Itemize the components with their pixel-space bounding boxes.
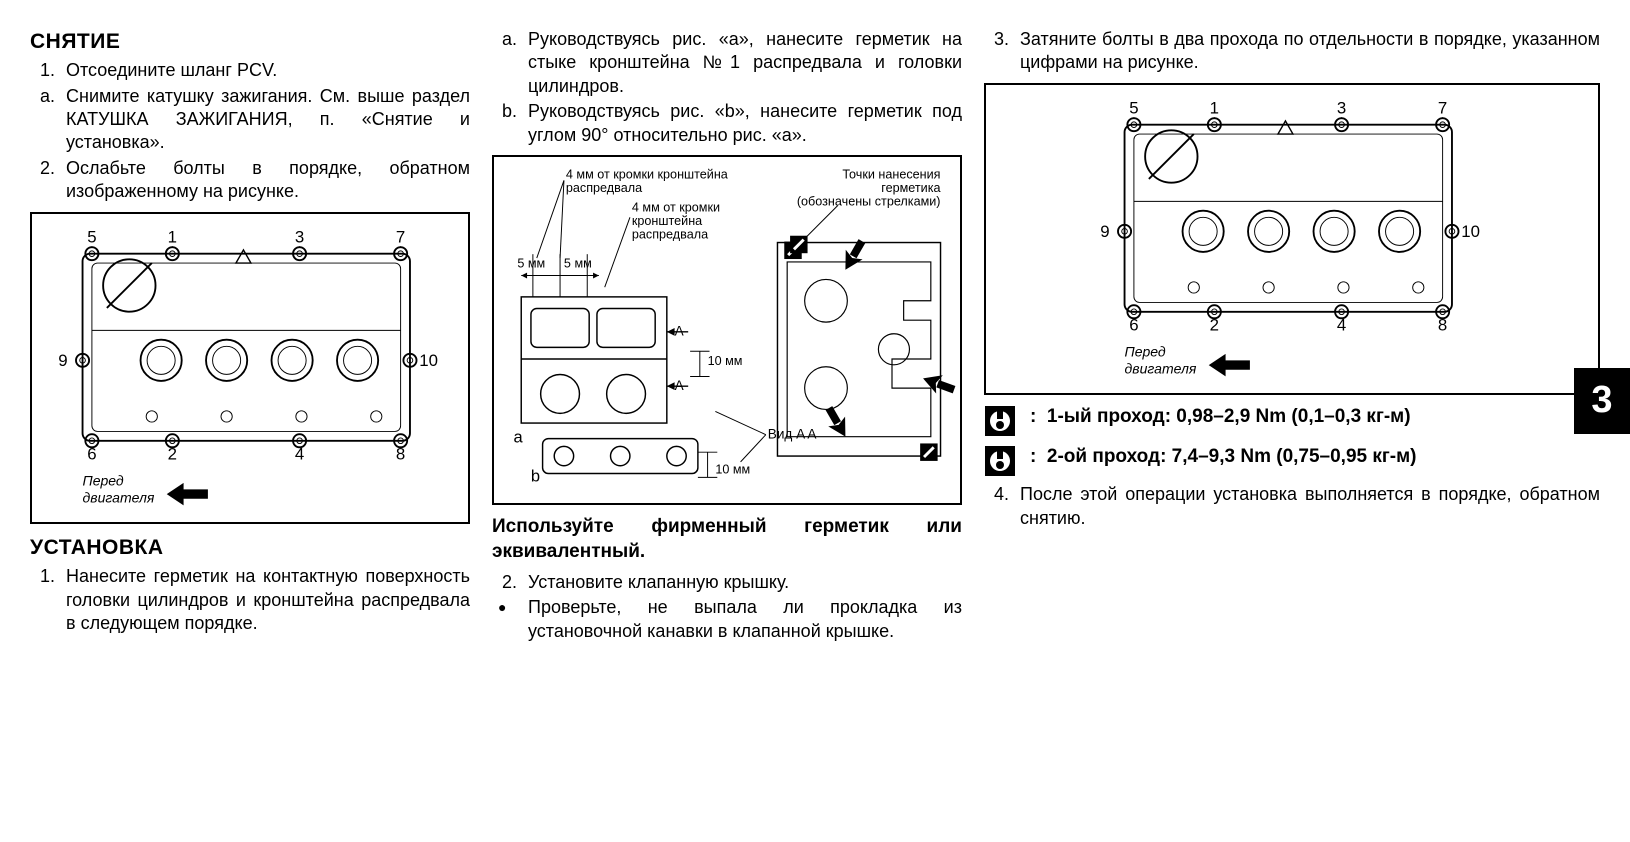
removal-sub-a-text: Снимите катушку зажигания. См. выше разд… [60, 85, 470, 155]
chapter-tab: 3 [1574, 368, 1630, 434]
install-heading: УСТАНОВКА [30, 534, 470, 561]
svg-text:5: 5 [87, 227, 96, 246]
svg-text:4 мм от кромки: 4 мм от кромки [632, 200, 720, 214]
svg-text:3: 3 [1337, 98, 1346, 117]
torque-text-2: : 2-ой проход: 7,4–9,3 Nm (0,75–0,95 кг-… [1030, 445, 1417, 470]
svg-text:1: 1 [1210, 98, 1219, 117]
install-sub-a: Руководствуясь рис. «a», нанесите гермет… [522, 28, 962, 98]
svg-text:5 мм: 5 мм [517, 257, 545, 271]
svg-text:7: 7 [1438, 98, 1447, 117]
install-list-1: Нанесите герметик на контактную поверхно… [30, 565, 470, 635]
svg-text:(обозначены стрелками): (обозначены стрелками) [797, 195, 941, 209]
svg-text:Перед: Перед [1125, 343, 1166, 359]
install-step-4: После этой операции установка выполняетс… [1014, 483, 1600, 530]
svg-text:a: a [513, 428, 523, 446]
svg-text:1: 1 [168, 227, 177, 246]
svg-text:10 мм: 10 мм [715, 462, 750, 476]
torque-row-2: : 2-ой проход: 7,4–9,3 Nm (0,75–0,95 кг-… [984, 445, 1600, 477]
removal-heading: СНЯТИЕ [30, 28, 470, 55]
svg-text:10 мм: 10 мм [708, 354, 743, 368]
install-step-2-bullet: Проверьте, не выпала ли прокладка из уст… [522, 596, 962, 643]
figure-bolt-order-right: 51379106248Переддвигателя [984, 83, 1600, 395]
sealant-note: Используйте фирменный герметик или эквив… [492, 515, 962, 564]
svg-text:распредвала: распредвала [632, 228, 709, 242]
install-step-3: Затяните болты в два прохода по отдельно… [1014, 28, 1600, 75]
svg-text:10: 10 [419, 351, 438, 370]
svg-text:9: 9 [58, 351, 67, 370]
removal-list-2: Ослабьте болты в порядке, обратном изобр… [30, 157, 470, 204]
removal-list: Отсоедините шланг PCV. [30, 59, 470, 82]
svg-text:двигателя: двигателя [83, 489, 155, 505]
install-step-1: Нанесите герметик на контактную поверхно… [60, 565, 470, 635]
svg-text:Вид A A: Вид A A [768, 427, 818, 442]
torque-row-1: : 1-ый проход: 0,98–2,9 Nm (0,1–0,3 кг-м… [984, 405, 1600, 437]
torque-icon [984, 405, 1016, 437]
svg-text:Перед: Перед [83, 472, 124, 488]
install-list-3: Затяните болты в два прохода по отдельно… [984, 28, 1600, 75]
removal-item-1: Отсоедините шланг PCV. [60, 59, 470, 82]
column-2: Руководствуясь рис. «a», нанесите гермет… [492, 28, 962, 832]
install-step-2-bullet-list: Проверьте, не выпала ли прокладка из уст… [492, 596, 962, 643]
torque-text-1: : 1-ый проход: 0,98–2,9 Nm (0,1–0,3 кг-м… [1030, 405, 1411, 430]
install-list-4: После этой операции установка выполняетс… [984, 483, 1600, 530]
svg-text:герметика: герметика [881, 181, 941, 195]
svg-text:b: b [531, 467, 540, 485]
figure-bolt-order-left: 51379106248Переддвигателя [30, 212, 470, 524]
svg-text:3: 3 [295, 227, 304, 246]
svg-text:9: 9 [1100, 222, 1109, 241]
column-3: Затяните болты в два прохода по отдельно… [984, 28, 1600, 832]
svg-text:7: 7 [396, 227, 405, 246]
install-sub-ab: Руководствуясь рис. «a», нанесите гермет… [492, 28, 962, 147]
figure-sealant: 4 мм от кромки кронштейнараспредвала4 мм… [492, 155, 962, 505]
svg-text:кронштейна: кронштейна [632, 214, 703, 228]
install-list-2: Установите клапанную крышку. [492, 571, 962, 594]
svg-text:10: 10 [1461, 222, 1480, 241]
svg-text:распредвала: распредвала [566, 181, 643, 195]
removal-sub-a: Снимите катушку зажигания. См. выше разд… [30, 85, 470, 155]
svg-text:двигателя: двигателя [1125, 360, 1197, 376]
svg-text:5: 5 [1129, 98, 1138, 117]
svg-text:4 мм от кромки кронштейна: 4 мм от кромки кронштейна [566, 167, 729, 181]
removal-item-2: Ослабьте болты в порядке, обратном изобр… [60, 157, 470, 204]
column-1: СНЯТИЕ Отсоедините шланг PCV. Снимите ка… [30, 28, 470, 832]
svg-text:Точки нанесения: Точки нанесения [842, 167, 940, 181]
install-sub-b: Руководствуясь рис. «b», нанесите гермет… [522, 100, 962, 147]
torque-icon [984, 445, 1016, 477]
install-step-2: Установите клапанную крышку. [522, 571, 962, 594]
